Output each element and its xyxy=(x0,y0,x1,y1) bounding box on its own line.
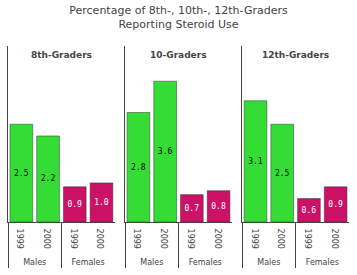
svg-text:0.9: 0.9 xyxy=(67,200,82,209)
svg-text:1999: 1999 xyxy=(250,229,259,249)
svg-text:1999: 1999 xyxy=(303,229,312,249)
svg-text:0.6: 0.6 xyxy=(302,206,317,215)
svg-text:Females: Females xyxy=(72,258,105,267)
svg-text:3.6: 3.6 xyxy=(158,147,173,156)
svg-text:Females: Females xyxy=(189,258,222,267)
svg-text:1999: 1999 xyxy=(69,229,78,249)
svg-text:Males: Males xyxy=(257,258,280,267)
svg-text:Males: Males xyxy=(140,258,163,267)
svg-text:2000: 2000 xyxy=(276,229,285,249)
svg-text:3.1: 3.1 xyxy=(248,157,263,166)
svg-text:Females: Females xyxy=(306,258,339,267)
svg-text:Percentage of 8th-, 10th-, 12t: Percentage of 8th-, 10th-, 12th-GradersR… xyxy=(69,4,288,31)
svg-text:2.5: 2.5 xyxy=(275,169,290,178)
svg-text:2000: 2000 xyxy=(42,229,51,249)
svg-text:8th-Graders: 8th-Graders xyxy=(31,50,92,60)
svg-text:1999: 1999 xyxy=(132,229,141,249)
svg-text:2000: 2000 xyxy=(159,229,168,249)
svg-text:2.8: 2.8 xyxy=(131,163,146,172)
svg-text:0.9: 0.9 xyxy=(328,200,343,209)
svg-text:0.7: 0.7 xyxy=(185,204,200,213)
svg-text:2.2: 2.2 xyxy=(41,174,56,183)
svg-text:0.8: 0.8 xyxy=(211,202,226,211)
svg-text:12th-Graders: 12th-Graders xyxy=(262,50,329,60)
svg-text:1.0: 1.0 xyxy=(94,198,109,207)
svg-text:1999: 1999 xyxy=(186,229,195,249)
svg-text:2000: 2000 xyxy=(95,229,104,249)
svg-text:10-Graders: 10-Graders xyxy=(150,50,207,60)
svg-text:2.5: 2.5 xyxy=(14,169,29,178)
svg-text:1999: 1999 xyxy=(15,229,24,249)
svg-text:2000: 2000 xyxy=(213,229,222,249)
svg-text:2000: 2000 xyxy=(330,229,339,249)
svg-text:Males: Males xyxy=(23,258,46,267)
